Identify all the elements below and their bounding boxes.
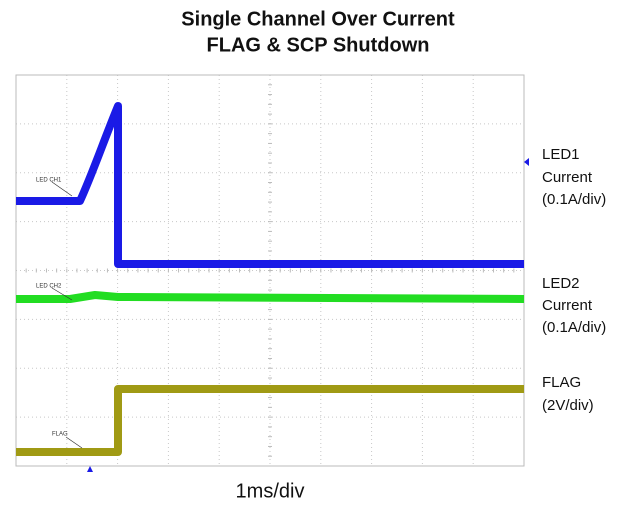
channel-label: (0.1A/div) bbox=[542, 319, 606, 336]
trace-led1 bbox=[16, 102, 524, 268]
title-line: FLAG & SCP Shutdown bbox=[207, 34, 430, 56]
trace-led2 bbox=[16, 291, 525, 303]
channel-label: (2V/div) bbox=[542, 397, 594, 414]
trigger-marker bbox=[524, 158, 529, 166]
probe-pointer bbox=[51, 181, 73, 197]
channel-label: (0.1A/div) bbox=[542, 191, 606, 208]
plot-frame bbox=[15, 74, 525, 467]
probe-pointer bbox=[51, 287, 73, 301]
trigger-marker bbox=[87, 466, 93, 472]
x-label: 1ms/div bbox=[236, 480, 305, 502]
title-line: Single Channel Over Current bbox=[181, 8, 455, 30]
channel-label: Current bbox=[542, 169, 593, 186]
probe-label: FLAG bbox=[52, 432, 68, 438]
probe-pointer bbox=[65, 436, 83, 449]
channel-label: LED2 bbox=[542, 275, 580, 292]
trace-flag bbox=[16, 385, 524, 456]
channel-label: LED1 bbox=[542, 146, 580, 163]
channel-label: FLAG bbox=[542, 374, 581, 391]
probe-label: LED CH2 bbox=[36, 284, 62, 290]
grid bbox=[15, 74, 525, 467]
channel-label: Current bbox=[542, 297, 593, 314]
probe-label: LED CH1 bbox=[36, 178, 62, 184]
